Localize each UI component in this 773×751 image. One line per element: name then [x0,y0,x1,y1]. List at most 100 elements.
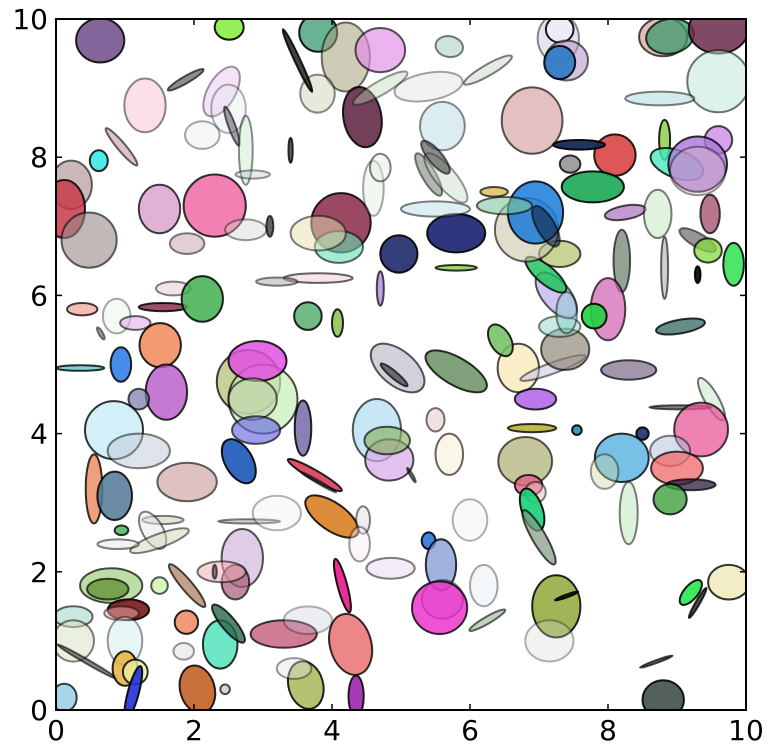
ellipse-mark-101 [137,183,182,235]
ellipse-mark-189 [469,563,499,608]
x-tick-label-4: 8 [599,714,617,747]
ellipse-mark-105 [168,232,206,256]
ellipse-mark-138 [220,438,257,485]
ellipse-mark-144 [369,342,426,394]
ellipse-mark-82 [289,214,347,252]
ellipse-mark-39 [693,265,702,285]
ellipse-mark-38 [660,235,670,300]
ellipse-mark-54 [589,453,620,490]
ellipse-layer [56,19,746,710]
ellipse-mark-127 [217,518,282,525]
ellipse-mark-188 [411,580,469,636]
ellipse-mark-93 [166,68,205,92]
plot-frame [55,18,747,711]
ellipse-mark-178 [249,619,318,649]
ellipse-mark-120 [127,387,151,411]
y-tick-label-1: 2 [30,556,48,589]
ellipse-mark-1 [213,19,245,41]
ellipse-mark-156 [196,560,247,584]
ellipse-mark-109 [66,302,99,317]
y-tick-label-4: 8 [30,141,48,174]
ellipse-mark-16 [543,44,577,81]
y-tick-label-0: 0 [30,694,48,727]
ellipse-mark-88 [281,28,314,93]
ellipse-mark-184 [365,556,416,580]
ellipse-mark-25 [667,135,729,193]
ellipse-mark-195 [531,574,582,639]
ellipse-mark-131 [96,538,140,551]
ellipse-mark-161 [86,577,130,601]
y-tick-label-5: 10 [12,3,48,36]
ellipse-mark-157 [211,563,218,580]
ellipse-mark-176 [178,664,217,710]
ellipse-mark-26 [669,145,727,197]
ellipse-mark-113 [293,301,323,331]
ellipse-mark-95 [234,169,271,180]
ellipse-mark-74 [414,152,444,197]
ellipse-mark-12 [500,86,564,155]
ellipse-mark-129 [113,524,130,537]
ellipse-mark-124 [96,470,133,521]
ellipse-mark-119 [144,363,189,421]
ellipse-mark-158 [167,563,207,609]
ellipse-mark-22 [624,90,696,107]
ellipse-mark-180 [275,657,313,680]
x-tick-label-3: 6 [461,714,479,747]
ellipse-mark-171 [56,682,78,710]
ellipse-mark-196 [553,590,580,602]
ellipse-mark-72 [400,200,471,218]
ellipse-mark-140 [299,470,338,494]
ellipse-mark-78 [479,186,509,198]
ellipse-mark-204 [282,605,333,636]
ellipse-mark-203 [251,494,302,532]
ellipse-mark-84 [375,270,385,307]
ellipse-mark-143 [348,525,371,563]
y-tick-label-2: 4 [30,418,48,451]
ellipse-mark-9 [393,70,464,103]
ellipse-mark-153 [434,432,465,476]
ellipse-mark-108 [180,275,225,323]
x-tick-label-2: 4 [323,714,341,747]
ellipse-mark-49 [593,432,650,483]
ellipse-mark-172 [173,609,200,635]
ellipse-mark-183 [347,674,365,710]
ellipse-mark-77 [420,139,451,175]
x-tick-label-5: 10 [728,714,764,747]
ellipse-mark-190 [468,608,507,632]
ellipse-mark-170 [123,665,144,710]
ellipse-mark-43 [600,359,658,381]
ellipse-mark-181 [332,557,352,614]
ellipse-mark-116 [138,322,182,369]
ellipse-mark-27 [593,133,637,177]
ellipse-mark-56 [506,423,558,434]
ellipse-mark-70 [531,205,561,248]
x-tick-label-1: 2 [185,714,203,747]
ellipse-mark-112 [95,326,106,341]
ellipse-mark-125 [156,461,218,503]
ellipse-mark-48 [635,426,650,441]
ellipse-mark-32 [642,188,673,240]
ellipse-mark-179 [286,660,325,710]
ellipse-mark-111 [119,315,152,331]
ellipse-mark-53 [618,480,639,546]
ellipse-mark-35 [693,237,723,264]
ellipse-mark-152 [406,466,417,484]
ellipse-mark-117 [109,346,133,383]
ellipse-mark-199 [639,654,674,669]
ellipse-mark-118 [56,364,106,372]
ellipse-mark-8 [341,85,383,149]
ellipse-mark-64 [555,291,578,335]
ellipse-mark-194 [521,509,557,566]
ellipse-mark-205 [451,498,489,542]
ellipse-mark-103 [224,218,268,242]
ellipse-mark-114 [331,308,344,338]
ellipse-mark-96 [104,127,139,167]
ellipse-mark-135 [227,377,278,421]
ellipse-mark-79 [379,234,419,274]
ellipse-mark-36 [722,241,745,287]
ellipse-mark-91 [237,114,254,186]
ellipse-mark-197 [524,619,575,663]
x-axis-tick-labels: 0 2 4 6 8 10 [47,714,764,747]
ellipse-mark-57 [571,424,583,436]
ellipse-mark-130 [129,527,190,555]
